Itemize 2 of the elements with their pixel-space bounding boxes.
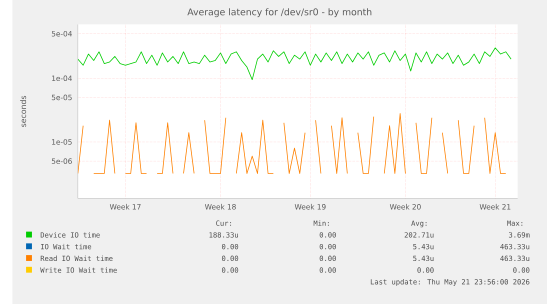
chart-title: Average latency for /dev/sr0 - by month [187, 8, 372, 18]
line-series [78, 47, 512, 80]
